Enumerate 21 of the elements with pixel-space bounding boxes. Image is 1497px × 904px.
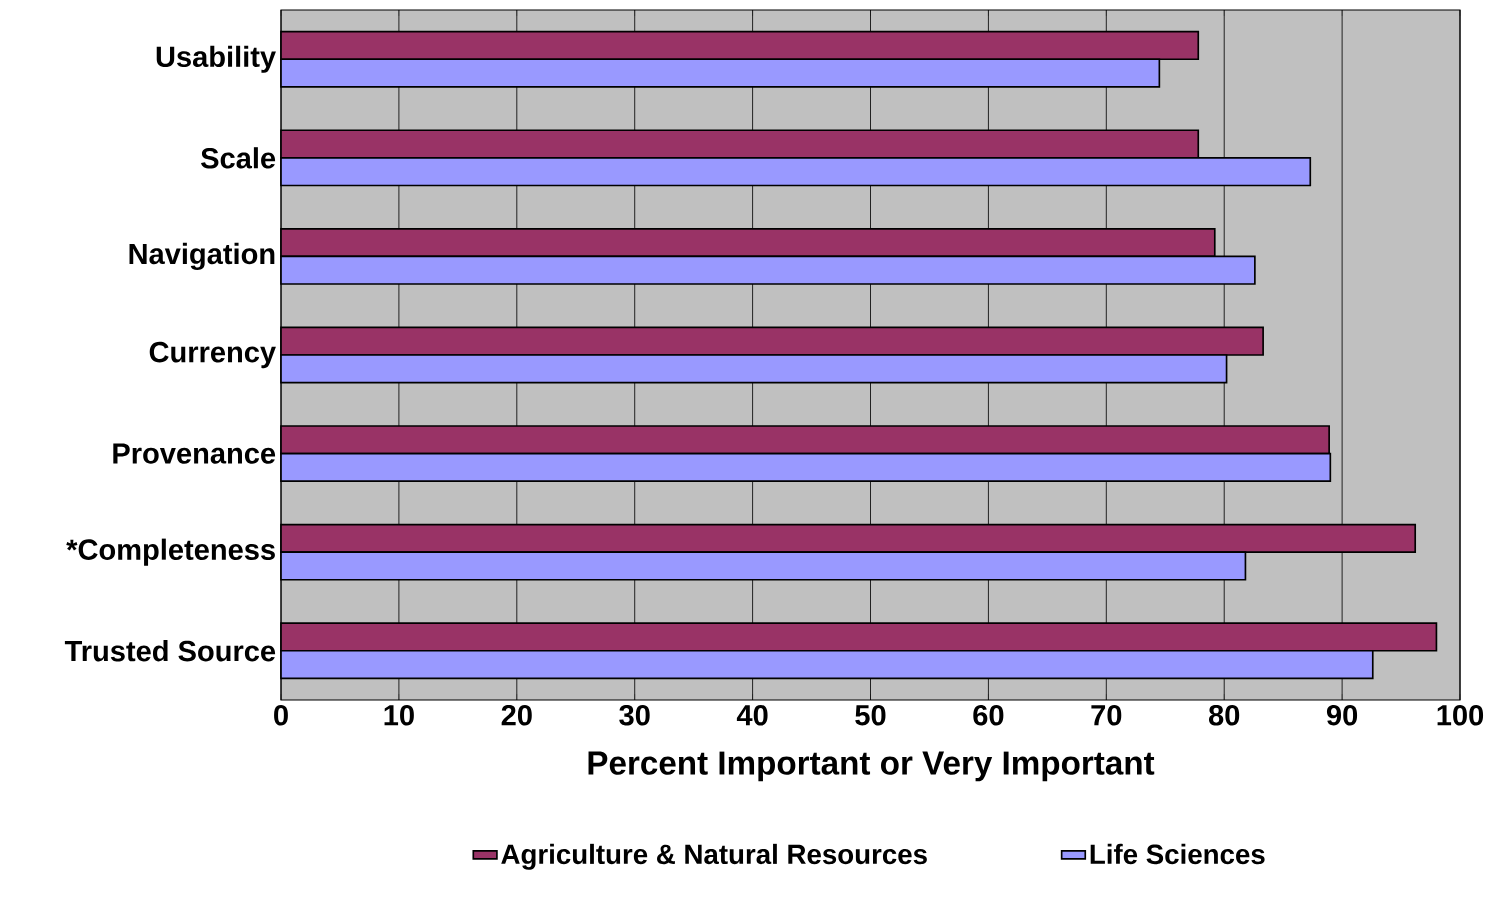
y-tick-label: Scale xyxy=(201,147,276,169)
x-tick-label: 20 xyxy=(501,704,532,726)
y-tick-label: Navigation xyxy=(129,242,275,271)
y-tick-label: Currency xyxy=(149,341,276,369)
x-tick-label: 50 xyxy=(855,704,886,726)
x-tick-label: 80 xyxy=(1208,704,1240,726)
x-tick-label: 10 xyxy=(384,704,414,726)
y-tick-label: *Completeness xyxy=(66,538,275,566)
y-tick-label: Provenance xyxy=(113,443,276,464)
x-tick-label: 100 xyxy=(1437,704,1484,726)
x-tick-label: 40 xyxy=(736,704,768,726)
legend-label: Life Sciences xyxy=(1090,843,1265,865)
legend-label: Agriculture & Natural Resources xyxy=(501,843,927,870)
x-tick-label: 30 xyxy=(619,704,650,726)
x-axis-title: Percent Important or Very Important xyxy=(588,751,1155,782)
x-tick-label: 70 xyxy=(1091,704,1122,726)
x-tick-label: 90 xyxy=(1326,704,1358,726)
y-tick-label: Usability xyxy=(156,45,276,73)
x-tick-label: 0 xyxy=(274,704,288,726)
x-tick-label: 60 xyxy=(973,704,1004,726)
y-tick-label: Trusted Source xyxy=(64,640,276,662)
